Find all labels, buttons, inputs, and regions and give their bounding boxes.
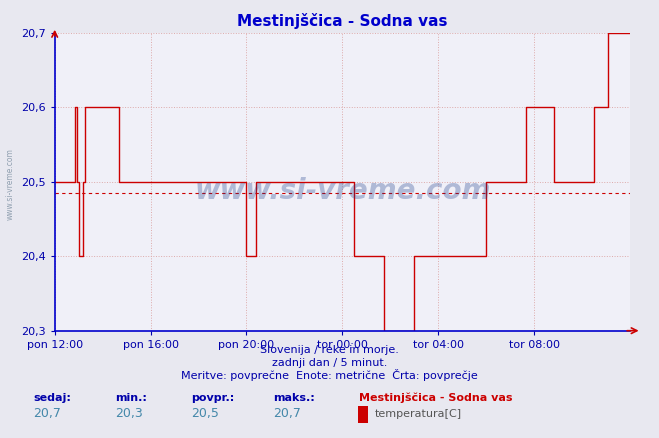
Text: www.si-vreme.com: www.si-vreme.com — [5, 148, 14, 220]
Title: Mestinjščica - Sodna vas: Mestinjščica - Sodna vas — [237, 13, 447, 29]
Text: Mestinjščica - Sodna vas: Mestinjščica - Sodna vas — [359, 392, 513, 403]
Text: 20,7: 20,7 — [273, 407, 301, 420]
Text: 20,3: 20,3 — [115, 407, 143, 420]
Text: Slovenija / reke in morje.: Slovenija / reke in morje. — [260, 345, 399, 355]
Text: zadnji dan / 5 minut.: zadnji dan / 5 minut. — [272, 358, 387, 368]
Text: 20,7: 20,7 — [33, 407, 61, 420]
Text: maks.:: maks.: — [273, 393, 315, 403]
Text: Meritve: povprečne  Enote: metrične  Črta: povprečje: Meritve: povprečne Enote: metrične Črta:… — [181, 369, 478, 381]
Text: temperatura[C]: temperatura[C] — [374, 409, 461, 419]
Text: www.si-vreme.com: www.si-vreme.com — [194, 177, 490, 205]
Text: povpr.:: povpr.: — [191, 393, 235, 403]
Text: sedaj:: sedaj: — [33, 393, 71, 403]
Text: 20,5: 20,5 — [191, 407, 219, 420]
Text: min.:: min.: — [115, 393, 147, 403]
